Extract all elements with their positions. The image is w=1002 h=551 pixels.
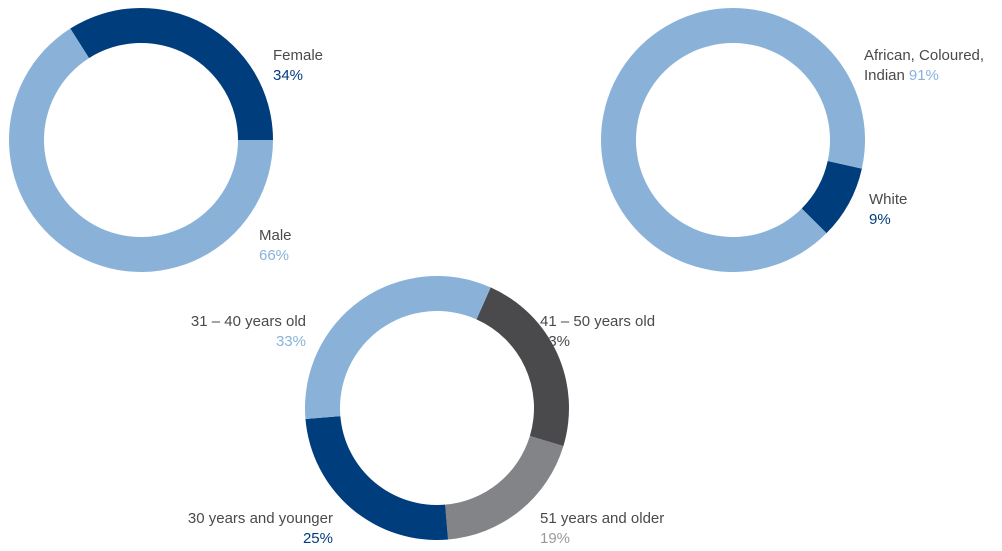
slice-african-coloured-indian [601, 7, 865, 272]
slice-female [70, 7, 273, 140]
label-30-younger-value: 25% [302, 530, 333, 547]
slice-white [801, 160, 862, 234]
label-51-older: 51 years and older 19% [540, 509, 664, 549]
label-female-value: 34% [273, 67, 304, 84]
label-31-40-value: 33% [275, 333, 306, 350]
label-white-value: 9% [869, 211, 891, 228]
label-african-coloured-indian: African, Coloured, Indian 91% [864, 46, 984, 86]
label-male-category: Male [259, 227, 292, 244]
label-white: White 9% [869, 190, 907, 230]
label-30-younger: 30 years and younger 25% [188, 509, 333, 549]
label-41-50-value: 23% [540, 333, 571, 350]
slice-30-years-and-younger [305, 416, 449, 541]
label-41-50: 41 – 50 years old 23% [540, 312, 655, 352]
label-male-value: 66% [259, 247, 290, 264]
label-female-category: Female [273, 47, 324, 64]
label-31-40: 31 – 40 years old 33% [191, 312, 306, 352]
label-51-older-category: 51 years and older [540, 510, 665, 527]
label-race-line2: Indian [864, 67, 905, 84]
slice-51-years-and-older [445, 436, 564, 540]
slice-31-40-years-old [305, 275, 491, 420]
label-african-coloured-indian-value: 91% [908, 67, 939, 84]
label-51-older-value: 19% [540, 530, 571, 547]
label-41-50-category: 41 – 50 years old [540, 313, 656, 330]
slice-41-50-years-old [476, 287, 569, 447]
slice-male [9, 28, 274, 273]
label-male: Male 66% [259, 226, 292, 266]
label-30-younger-category: 30 years and younger [187, 510, 333, 527]
label-31-40-category: 31 – 40 years old [190, 313, 306, 330]
label-race-line1: African, Coloured, [864, 47, 985, 64]
label-female: Female 34% [273, 46, 323, 86]
label-white-category: White [869, 191, 908, 208]
